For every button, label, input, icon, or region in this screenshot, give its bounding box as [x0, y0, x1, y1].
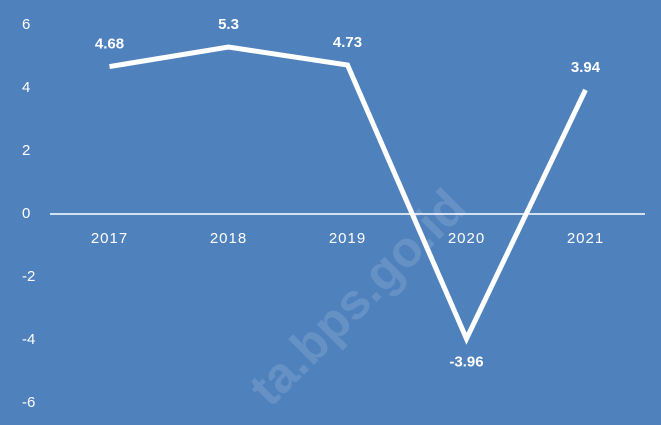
- y-tick-label: 6: [22, 16, 30, 33]
- data-line: [109, 44, 588, 345]
- data-label: -3.96: [449, 354, 483, 371]
- y-tick-label: -4: [22, 331, 35, 348]
- y-tick-label: 4: [22, 79, 30, 96]
- x-tick-label: 2018: [210, 230, 247, 247]
- y-tick-label: -6: [22, 394, 35, 411]
- x-tick-label: 2021: [567, 230, 604, 247]
- data-label: 4.68: [95, 36, 124, 53]
- y-tick-label: 2: [22, 142, 30, 159]
- data-label: 5.3: [218, 16, 239, 33]
- x-tick-label: 2019: [329, 230, 366, 247]
- data-label: 4.73: [333, 34, 362, 51]
- y-tick-label: -2: [22, 268, 35, 285]
- x-tick-label: 2017: [91, 230, 128, 247]
- data-label: 3.94: [571, 59, 601, 76]
- y-tick-label: 0: [22, 205, 30, 222]
